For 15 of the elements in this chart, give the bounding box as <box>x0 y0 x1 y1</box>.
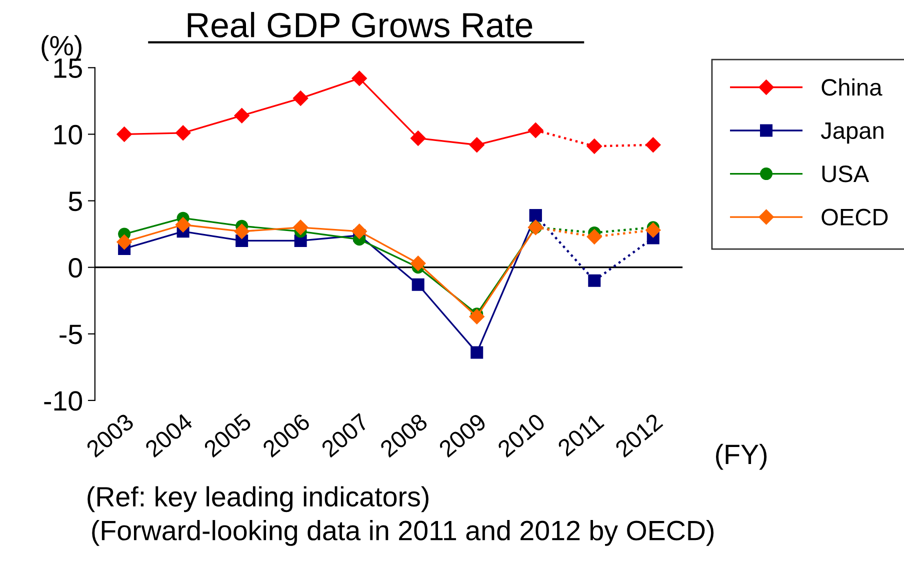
chart-title: Real GDP Grows Rate <box>188 12 532 38</box>
legend-label: OECD <box>822 208 888 226</box>
x-axis-title: (FY) <box>716 444 767 470</box>
y-tick-label: 5 <box>68 192 82 212</box>
text: (Forward-looking data in 2011 and 2012 by OECD) <box>92 520 714 546</box>
legend-label: Japan <box>820 122 884 144</box>
text: (Ref: key leading indicators) <box>88 486 428 512</box>
y-axis-title: (%) <box>42 35 82 62</box>
legend-label: China <box>822 78 882 96</box>
y-tick-label: 0 <box>68 258 82 278</box>
y-tick-label: -5 <box>60 324 82 344</box>
y-tick-label: 15 <box>54 58 82 78</box>
legend-label: USA <box>822 166 870 182</box>
y-tick-label: 10 <box>54 124 82 145</box>
y-tick-label: -10 <box>44 391 82 411</box>
